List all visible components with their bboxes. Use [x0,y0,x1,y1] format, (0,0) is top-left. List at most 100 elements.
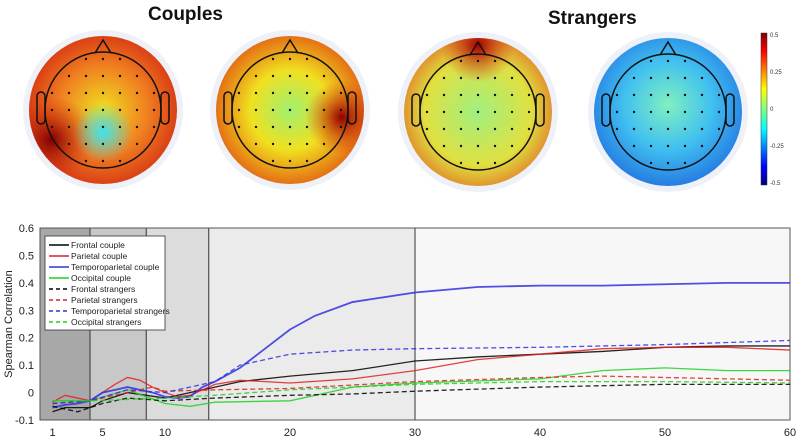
colorbar-tick-label: -0.5 [770,181,781,187]
series-line-frontal-couple [52,345,790,413]
legend-label: Temporoparietal couple [71,262,160,272]
electrode [254,91,258,95]
electrode [288,125,292,129]
electrode [118,108,122,112]
electrode [152,91,156,95]
electrode [254,74,258,78]
electrode [339,108,343,112]
topomap-3 [398,32,558,192]
electrode [118,57,122,61]
electrode [339,91,343,95]
electrode [442,76,446,80]
electrode [666,59,670,63]
electrode [425,93,429,97]
electrode [683,93,687,97]
electrode [305,159,309,163]
ear-icon [223,91,233,125]
electrode [700,127,704,131]
electrode [493,76,497,80]
electrode [615,110,619,114]
electrode [442,93,446,97]
series-line-parietal-strangers [52,375,791,405]
electrode [135,74,139,78]
electrode [666,127,670,131]
electrode [67,91,71,95]
series-line-occipital-strangers [52,380,791,402]
electrode [50,91,54,95]
series-line-frontal-strangers [52,383,790,413]
ear-icon [347,91,357,125]
electrode [632,127,636,131]
electrode [305,57,309,61]
electrode [322,108,326,112]
electrode [67,108,71,112]
legend-box [44,235,166,331]
electrode [305,74,309,78]
electrode [666,161,670,165]
series-line-temporoparietal-strangers [52,339,791,405]
electrode [649,161,653,165]
electrode [271,74,275,78]
ear-icon [160,91,170,125]
electrode [683,110,687,114]
electrode [101,142,105,146]
electrode [442,110,446,114]
electrode [271,142,275,146]
electrode [476,110,480,114]
electrode [118,125,122,129]
ear-icon [535,93,545,127]
electrode [510,110,514,114]
electrode [510,144,514,148]
electrode [101,57,105,61]
electrode [649,144,653,148]
electrode [305,142,309,146]
electrode [288,57,292,61]
ear-icon [601,93,611,127]
electrode [118,91,122,95]
x-tick-label: 30 [409,427,421,439]
topomap-4 [588,32,748,192]
electrode [271,57,275,61]
electrode [305,91,309,95]
shaded-band [415,228,790,420]
electrode [288,74,292,78]
electrode [666,76,670,80]
electrode [254,125,258,129]
electrode [476,127,480,131]
colorbar-tick-label: 0 [770,107,774,113]
nose-icon [469,40,487,56]
y-tick-label: 0.1 [19,360,34,372]
electrode [649,127,653,131]
legend-label: Frontal strangers [71,284,135,294]
electrode [322,74,326,78]
electrode [683,59,687,63]
electrode [118,142,122,146]
electrode [527,127,531,131]
electrode [683,161,687,165]
electrode [101,108,105,112]
electrode [50,108,54,112]
x-tick-label: 1 [49,427,55,439]
legend-label: Parietal strangers [71,295,138,305]
electrode [493,93,497,97]
electrode [459,144,463,148]
electrode [84,108,88,112]
electrode [700,93,704,97]
x-tick-label: 60 [784,427,796,439]
electrode [510,93,514,97]
electrode [84,142,88,146]
electrode [459,59,463,63]
electrode [717,93,721,97]
electrode [288,142,292,146]
colorbar-tick-label: 0.25 [770,70,782,76]
electrode [254,108,258,112]
electrode [493,161,497,165]
electrode [459,127,463,131]
electrode [152,108,156,112]
electrode [271,159,275,163]
electrode [118,159,122,163]
legend-label: Temporoparietal strangers [71,306,170,316]
electrode [700,76,704,80]
